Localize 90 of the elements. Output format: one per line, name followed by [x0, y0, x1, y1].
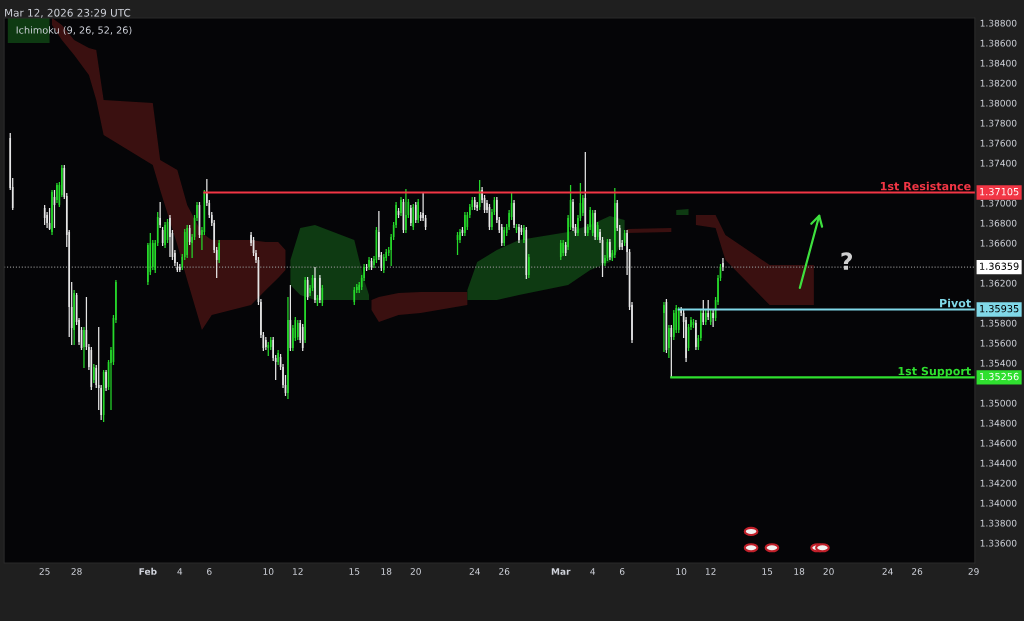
candlestick	[523, 224, 525, 244]
y-tick-label: 1.34800	[980, 419, 1017, 427]
y-tick-label: 1.34200	[980, 479, 1017, 487]
candlestick	[663, 301, 665, 353]
x-tick-label: 6	[619, 568, 625, 575]
candlestick	[722, 257, 724, 272]
candlestick	[92, 363, 95, 384]
x-tick-label: 4	[590, 568, 596, 575]
y-tick-label: 1.36200	[980, 279, 1017, 287]
x-tick-label: 28	[71, 568, 82, 575]
candlestick	[314, 266, 316, 304]
y-tick-label: 1.37000	[980, 199, 1017, 207]
candlestick	[513, 199, 515, 229]
chart-title: Mar 12, 2026 23:29 UTC	[5, 8, 131, 18]
y-tick-label: 1.38800	[980, 19, 1017, 27]
ref-line-label: 1.36359	[980, 262, 1019, 270]
candlestick	[277, 349, 279, 366]
y-tick-label: 1.38200	[980, 79, 1017, 87]
candlestick	[164, 221, 166, 249]
candlestick	[265, 336, 267, 351]
candlestick	[412, 203, 415, 231]
y-tick-label: 1.38400	[980, 59, 1017, 67]
y-tick-label: 1.35000	[980, 399, 1017, 407]
candlestick	[405, 188, 407, 234]
y-tick-label: 1.38000	[980, 99, 1017, 107]
candlestick	[105, 369, 107, 392]
data-label: 1.37105	[980, 187, 1019, 196]
x-tick-label: 24	[882, 568, 893, 575]
candlestick	[179, 263, 181, 273]
annotation: ?	[841, 252, 853, 270]
legend-label: 1st Resistance	[880, 181, 971, 191]
candlestick	[594, 209, 596, 241]
candlestick	[668, 324, 670, 359]
y-tick-label: 1.35600	[980, 339, 1017, 347]
candlestick	[319, 274, 321, 304]
candlestick	[591, 209, 594, 237]
y-tick-label: 1.36800	[980, 219, 1017, 227]
x-tick-label: 15	[762, 568, 773, 575]
x-tick-label: 18	[381, 568, 392, 575]
legend-label: 1st Support	[898, 366, 971, 378]
x-tick-label: 4	[177, 568, 183, 575]
candlestick	[83, 326, 85, 369]
x-tick-label: 10	[263, 568, 274, 575]
candlestick	[410, 204, 412, 227]
x-tick-label: 15	[349, 568, 360, 575]
x-tick-label: Mar	[551, 568, 571, 575]
candlestick	[476, 201, 478, 212]
y-tick-label: 1.37600	[980, 139, 1017, 147]
annotation: Ichimoku (9, 26, 52, 26)	[16, 26, 132, 35]
y-tick-label: 1.34000	[980, 499, 1017, 507]
candlestick	[301, 323, 304, 352]
x-tick-label: 25	[39, 568, 50, 575]
y-tick-label: 1.35400	[980, 359, 1017, 367]
candlestick	[572, 198, 574, 232]
candlestick	[51, 189, 53, 236]
x-tick-label: 6	[207, 568, 212, 575]
y-tick-label: 1.33800	[980, 519, 1017, 527]
y-tick-label: 1.35800	[980, 319, 1017, 327]
x-tick-label: 26	[499, 568, 510, 575]
candlestick	[518, 223, 520, 244]
candlestick	[73, 289, 75, 346]
x-tick-label: Feb	[139, 567, 157, 575]
y-tick-label: 1.34400	[980, 459, 1017, 467]
candlestick	[559, 239, 562, 261]
x-tick-label: 20	[823, 568, 834, 575]
x-tick-label: 20	[410, 568, 421, 575]
x-tick-label: 12	[293, 568, 303, 575]
candlestick	[368, 256, 370, 271]
candlestick	[287, 296, 289, 400]
y-tick-label: 1.37400	[980, 159, 1017, 167]
x-tick-label: 12	[705, 568, 716, 575]
y-tick-label: 1.33600	[980, 539, 1017, 547]
candlestick	[56, 182, 58, 204]
data-label: 1.35256	[980, 372, 1019, 381]
candlestick	[218, 239, 220, 264]
x-tick-label: 29	[968, 568, 979, 575]
x-tick-label: 26	[912, 568, 923, 575]
data-label: 1.35935	[980, 304, 1019, 313]
candlestick	[304, 276, 306, 344]
candlestick	[400, 196, 402, 217]
y-tick-label: 1.37800	[980, 119, 1017, 127]
x-tick-label: 18	[794, 568, 805, 575]
candlestick	[169, 214, 171, 258]
legend-label: Pivot	[940, 298, 971, 308]
y-tick-label: 1.34600	[980, 439, 1017, 447]
candlestick	[527, 253, 530, 279]
y-tick-label: 1.38600	[980, 39, 1017, 47]
x-tick-label: 24	[469, 568, 480, 575]
x-tick-label: 10	[676, 568, 687, 575]
y-tick-label: 1.36600	[980, 239, 1017, 247]
